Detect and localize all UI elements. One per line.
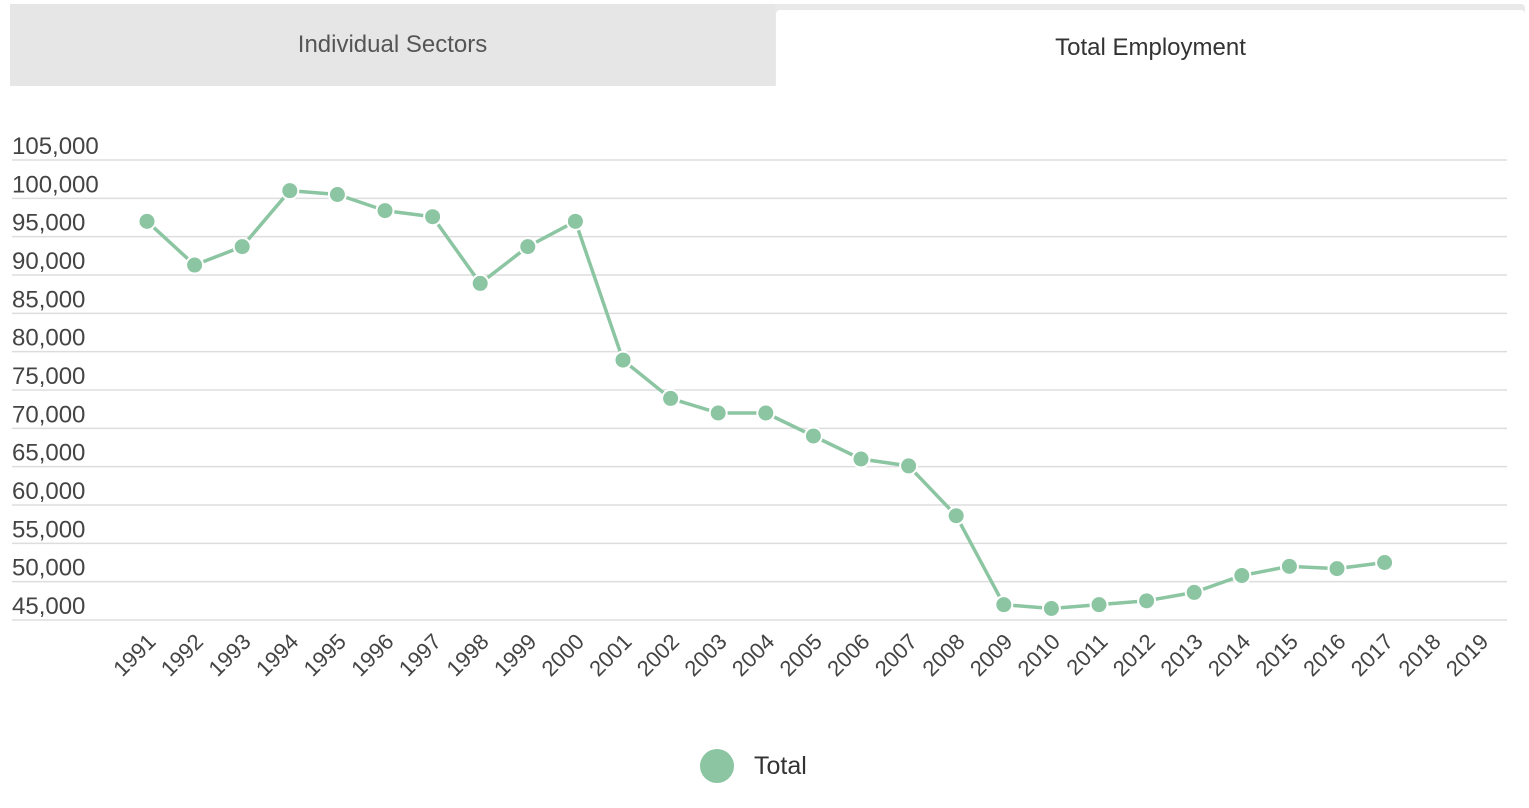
data-point[interactable] bbox=[1375, 553, 1395, 572]
x-tick-label: 2013 bbox=[1155, 629, 1207, 681]
x-tick-label: 1995 bbox=[299, 629, 351, 681]
data-point[interactable] bbox=[708, 403, 728, 423]
y-tick-label: 95,000 bbox=[12, 210, 85, 237]
x-tick-label: 2004 bbox=[727, 629, 779, 681]
series-total bbox=[137, 181, 1395, 618]
y-tick-label: 100,000 bbox=[12, 171, 99, 198]
y-tick-label: 60,000 bbox=[12, 478, 85, 505]
x-tick-label: 2009 bbox=[965, 629, 1017, 681]
tab-total-employment[interactable]: Total Employment bbox=[776, 10, 1525, 86]
x-tick-label: 1998 bbox=[441, 629, 493, 681]
x-axis-ticks: 1991199219931994199519961997199819992000… bbox=[108, 629, 1493, 681]
data-point[interactable] bbox=[946, 506, 966, 526]
data-point[interactable] bbox=[1089, 595, 1109, 615]
x-tick-label: 2005 bbox=[775, 629, 827, 681]
data-point[interactable] bbox=[756, 403, 776, 423]
x-tick-label: 2001 bbox=[584, 629, 636, 681]
data-point[interactable] bbox=[565, 211, 585, 231]
x-tick-label: 1993 bbox=[203, 629, 255, 681]
legend-swatch-total bbox=[700, 749, 734, 783]
y-tick-label: 65,000 bbox=[12, 440, 85, 467]
data-point[interactable] bbox=[280, 181, 300, 201]
data-point[interactable] bbox=[327, 185, 347, 204]
x-tick-label: 2007 bbox=[870, 629, 922, 681]
data-point[interactable] bbox=[1232, 566, 1252, 586]
data-point[interactable] bbox=[470, 273, 490, 293]
data-point[interactable] bbox=[1279, 556, 1299, 576]
x-tick-label: 2000 bbox=[537, 629, 589, 681]
data-point[interactable] bbox=[423, 207, 443, 227]
legend-label-total: Total bbox=[754, 751, 807, 780]
data-point[interactable] bbox=[803, 426, 823, 446]
x-tick-label: 2016 bbox=[1298, 629, 1350, 681]
x-tick-label: 2008 bbox=[917, 629, 969, 681]
data-point[interactable] bbox=[1184, 582, 1204, 602]
tab-individual-sectors[interactable]: Individual Sectors bbox=[10, 4, 775, 86]
x-tick-label: 1996 bbox=[346, 629, 398, 681]
x-tick-label: 2002 bbox=[632, 629, 684, 681]
y-tick-label: 45,000 bbox=[12, 593, 85, 620]
data-point[interactable] bbox=[661, 388, 681, 408]
y-tick-label: 75,000 bbox=[12, 363, 85, 390]
y-tick-label: 50,000 bbox=[12, 555, 85, 582]
x-tick-label: 2017 bbox=[1346, 629, 1398, 681]
y-axis-ticks: 45,000 50,000 55,000 60,000 65,000 70,000 75,0… bbox=[12, 133, 99, 620]
x-tick-label: 2018 bbox=[1393, 629, 1445, 681]
x-tick-label: 2019 bbox=[1441, 629, 1493, 681]
data-point[interactable] bbox=[1137, 591, 1157, 611]
x-tick-label: 2011 bbox=[1061, 629, 1112, 680]
data-point[interactable] bbox=[994, 595, 1014, 615]
x-tick-label: 2006 bbox=[822, 629, 874, 681]
y-tick-label: 85,000 bbox=[12, 286, 85, 313]
tab-bar: Individual Sectors Total Employment bbox=[10, 4, 1525, 86]
y-tick-label: 80,000 bbox=[12, 325, 85, 352]
data-point[interactable] bbox=[1327, 559, 1347, 579]
data-point[interactable] bbox=[851, 449, 871, 469]
y-tick-label: 55,000 bbox=[12, 516, 85, 543]
data-point[interactable] bbox=[137, 211, 157, 231]
x-tick-label: 2003 bbox=[679, 629, 731, 681]
data-point[interactable] bbox=[375, 201, 395, 221]
x-tick-label: 2012 bbox=[1108, 629, 1160, 681]
x-tick-label: 1992 bbox=[156, 629, 208, 681]
x-tick-label: 1991 bbox=[108, 629, 160, 681]
grid-lines bbox=[12, 159, 1507, 621]
y-tick-label: 70,000 bbox=[12, 401, 85, 428]
y-tick-label: 105,000 bbox=[12, 133, 99, 160]
x-tick-label: 2015 bbox=[1251, 629, 1303, 681]
y-tick-label: 90,000 bbox=[12, 248, 85, 275]
x-tick-label: 2010 bbox=[1013, 629, 1065, 681]
data-point[interactable] bbox=[1041, 599, 1061, 618]
x-tick-label: 1997 bbox=[394, 629, 446, 681]
data-point[interactable] bbox=[185, 255, 205, 275]
series-line-total bbox=[145, 188, 1385, 611]
data-point[interactable] bbox=[232, 237, 252, 257]
legend[interactable]: Total bbox=[700, 746, 807, 786]
data-point[interactable] bbox=[899, 456, 919, 476]
data-point[interactable] bbox=[518, 237, 538, 257]
x-tick-label: 1994 bbox=[251, 629, 303, 681]
employment-line-chart: 45,000 50,000 55,000 60,000 65,000 70,000 75,0… bbox=[12, 133, 1507, 681]
x-tick-label: 2014 bbox=[1203, 629, 1255, 681]
data-point[interactable] bbox=[613, 350, 633, 370]
x-tick-label: 1999 bbox=[489, 629, 541, 681]
